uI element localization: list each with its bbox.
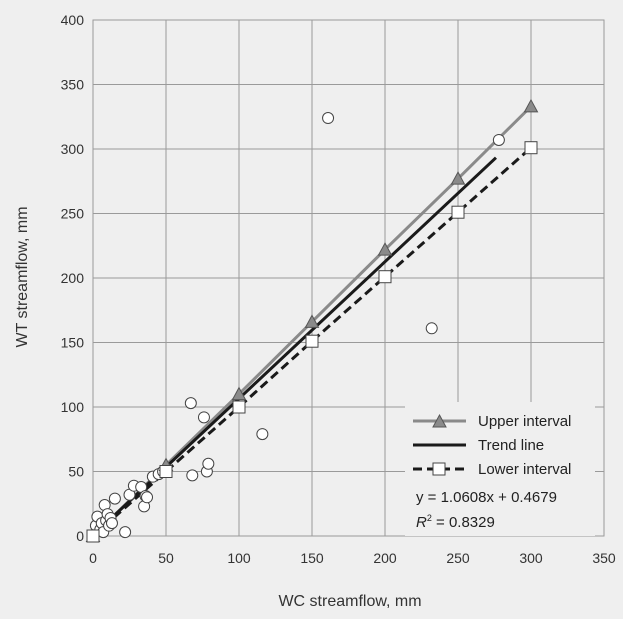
observation-point — [256, 428, 269, 441]
lower-interval-marker — [378, 270, 392, 284]
observation-point — [105, 517, 118, 530]
x-tick-label: 300 — [519, 550, 543, 566]
tick-labels: 0 50 100 150 200 250 300 350 0 50 100 150 200 250 300 3… — [61, 12, 616, 566]
upper-interval-marker — [231, 386, 247, 401]
x-tick-label: 350 — [592, 550, 616, 566]
observation-point — [186, 469, 199, 482]
lower-interval-marker — [232, 400, 246, 414]
lower-interval-marker — [86, 529, 100, 543]
legend-upper-marker — [432, 413, 447, 428]
y-tick-label: 50 — [68, 464, 84, 480]
x-tick-label: 150 — [300, 550, 324, 566]
upper-interval-marker — [377, 242, 393, 256]
x-tick-label: 50 — [158, 550, 174, 566]
lower-interval-marker — [524, 141, 538, 155]
x-axis-label: WC streamflow, mm — [278, 593, 421, 610]
upper-interval-marker — [304, 314, 320, 328]
r2-value: = 0.8329 — [432, 514, 495, 531]
legend-lower-marker — [432, 462, 446, 476]
regression-equation: y = 1.0608x + 0.4679 — [416, 489, 557, 506]
observation-point — [425, 322, 438, 335]
x-tick-label: 200 — [373, 550, 397, 566]
plot-border — [92, 19, 605, 537]
x-tick-label: 100 — [227, 550, 251, 566]
observation-point — [119, 526, 132, 539]
y-tick-label: 0 — [76, 528, 84, 544]
upper-interval-marker — [523, 98, 539, 113]
observation-points — [85, 98, 539, 543]
observation-point — [322, 112, 335, 125]
observation-point — [202, 457, 215, 470]
y-tick-label: 150 — [61, 335, 85, 351]
upper-interval-marker — [450, 171, 466, 185]
observation-point — [197, 411, 210, 424]
observation-point — [141, 491, 154, 504]
legend-upper-label: Upper interval — [478, 413, 571, 430]
x-tick-label: 0 — [89, 550, 97, 566]
x-tick-label: 250 — [446, 550, 470, 566]
r2-letter: R — [416, 514, 427, 531]
lower-interval-marker — [305, 334, 319, 348]
y-tick-label: 250 — [61, 206, 85, 222]
r2-superscript: 2 — [427, 513, 432, 523]
y-tick-label: 200 — [61, 270, 85, 286]
observation-point — [184, 397, 197, 410]
y-tick-label: 400 — [61, 12, 85, 28]
lower-interval-marker — [451, 205, 465, 219]
lower-interval-marker — [159, 465, 173, 478]
legend: Upper interval Trend line Lower interval… — [405, 402, 595, 536]
y-tick-label: 350 — [61, 77, 85, 93]
legend-trend-label: Trend line — [478, 437, 544, 454]
y-tick-label: 100 — [61, 399, 85, 415]
y-tick-label: 300 — [61, 141, 85, 157]
observation-point — [108, 492, 121, 505]
observation-point — [492, 133, 505, 146]
legend-lower-label: Lower interval — [478, 461, 571, 478]
r-squared: R2 = 0.8329 — [416, 513, 495, 531]
y-axis-label: WT streamflow, mm — [14, 206, 31, 347]
